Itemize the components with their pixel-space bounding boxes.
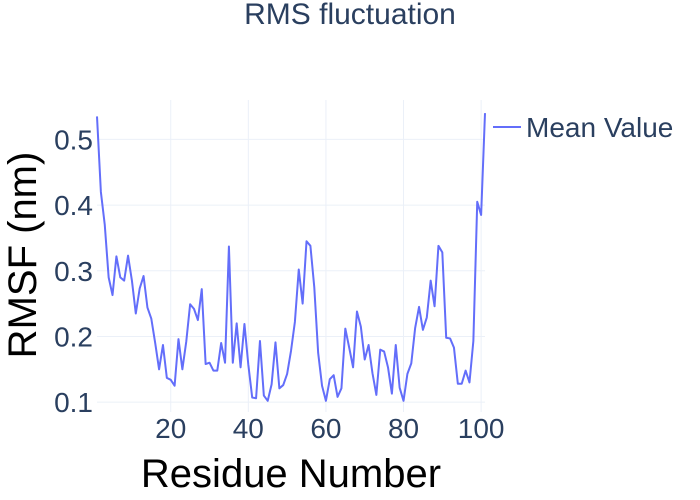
y-tick-label: 0.5 bbox=[54, 124, 93, 155]
legend-label-mean-value: Mean Value bbox=[526, 112, 673, 143]
x-axis-title: Residue Number bbox=[141, 452, 441, 496]
plot-area bbox=[96, 100, 486, 412]
x-tick-label: 80 bbox=[388, 413, 419, 444]
x-tick-label: 100 bbox=[458, 413, 505, 444]
x-tick-label: 60 bbox=[310, 413, 341, 444]
x-axis-ticks: 20 40 60 80 100 bbox=[155, 413, 504, 444]
y-tick-label: 0.2 bbox=[54, 321, 93, 352]
x-tick-label: 40 bbox=[233, 413, 264, 444]
y-tick-label: 0.3 bbox=[54, 256, 93, 287]
y-tick-label: 0.4 bbox=[54, 190, 93, 221]
series-layer bbox=[96, 113, 486, 402]
x-tick-label: 20 bbox=[155, 413, 186, 444]
y-tick-label: 0.1 bbox=[54, 387, 93, 418]
y-axis-title: RMSF (nm) bbox=[1, 152, 45, 359]
series-line-mean-value bbox=[96, 113, 486, 402]
chart-title: RMS fluctuation bbox=[244, 0, 456, 31]
legend[interactable]: Mean Value bbox=[493, 112, 673, 143]
grid-lines bbox=[97, 100, 485, 412]
y-axis-ticks: 0.1 0.2 0.3 0.4 0.5 bbox=[54, 124, 93, 418]
